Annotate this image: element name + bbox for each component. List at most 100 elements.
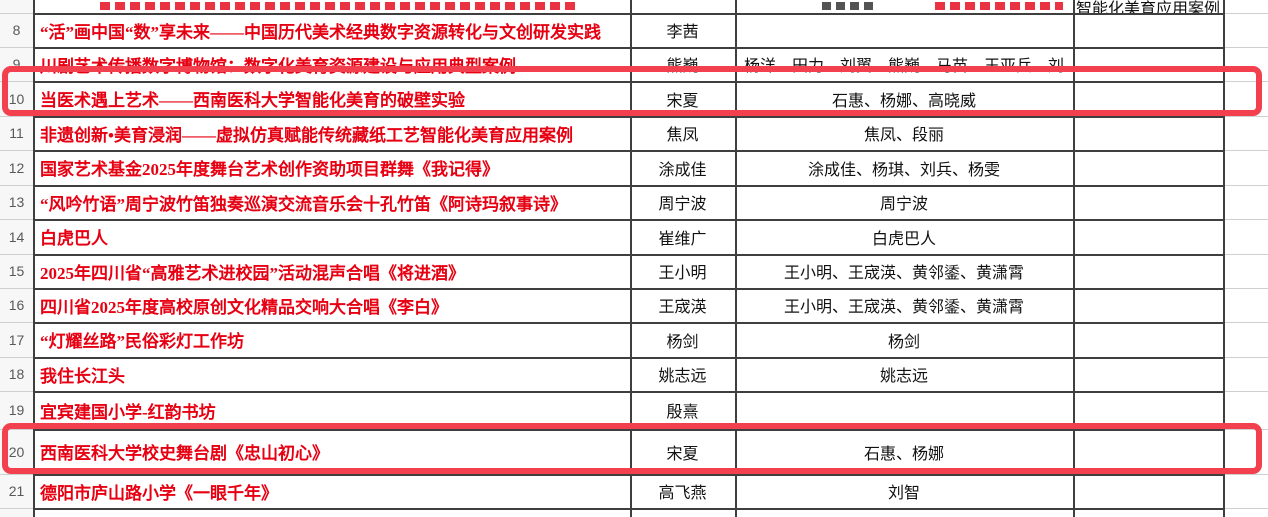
title-text: 非遗创新•美育浸润——虚拟仿真赋能传统藏纸工艺智能化美育应用案例: [40, 125, 573, 145]
grid-column-line: [735, 0, 737, 517]
lead-name-cell[interactable]: 熊巍: [630, 47, 735, 81]
row-header-divider: [0, 150, 33, 151]
table-row: 20 西南医科大学校史舞台剧《忠山初心》 宋夏 石惠、杨娜 艺术活动资源-剧目演…: [0, 429, 1268, 474]
category-cell[interactable]: 智能化美育应用案例: [1073, 0, 1223, 13]
grid-row-line: [33, 429, 1223, 431]
title-text: “灯耀丝路”民俗彩灯工作坊: [40, 332, 244, 351]
participants-text: 杨剑: [887, 333, 920, 351]
row-number[interactable]: 21: [0, 474, 33, 508]
lead-name-cell[interactable]: 崔维广: [630, 219, 735, 254]
row-number[interactable]: 12: [0, 150, 33, 185]
participants-cell[interactable]: 杨洋、田力、刘翼、熊巍、马苗、王亚兵、刘: [735, 47, 1073, 81]
participants-cell[interactable]: [735, 391, 1073, 429]
title-cell[interactable]: “活”画中国“数”享未来——中国历代美术经典数字资源转化与文创研发实践: [33, 13, 630, 47]
title-cell[interactable]: 当医术遇上艺术——西南医科大学智能化美育的破壁实验: [33, 81, 630, 116]
title-cell[interactable]: 白虎巴人: [33, 219, 630, 254]
participants-cell[interactable]: 焦凤、段丽: [735, 116, 1073, 150]
lead-name-text: 王小明: [658, 265, 707, 282]
row-number-label: 16: [8, 297, 25, 313]
participants-cell[interactable]: [735, 13, 1073, 47]
lead-name-cell[interactable]: 杨剑: [630, 322, 735, 357]
table-row-partial-top[interactable]: 智能化美育应用案例: [0, 0, 1268, 13]
title-cell[interactable]: 非遗创新•美育浸润——虚拟仿真赋能传统藏纸工艺智能化美育应用案例: [33, 116, 630, 150]
row-number[interactable]: 9: [0, 47, 33, 81]
row-number[interactable]: 8: [0, 13, 33, 47]
participants-text: 石惠、杨娜: [863, 445, 944, 463]
row-number[interactable]: 19: [0, 391, 33, 429]
row-header-divider: [0, 185, 33, 186]
lead-name-cell[interactable]: 宋夏: [630, 81, 735, 116]
participants-cell[interactable]: 王小明、王宬渶、黄邻鋈、黄潇霄: [735, 288, 1073, 322]
lead-name-cell[interactable]: 王宬渶: [630, 288, 735, 322]
participants-cell[interactable]: 石惠、杨娜、高晓威: [735, 81, 1073, 116]
participants-cell[interactable]: 涂成佳、杨琪、刘兵、杨雯: [735, 150, 1073, 185]
gridline-right-strip: [1223, 508, 1268, 509]
grid-column-line: [1073, 0, 1075, 517]
title-text: 宜宾建国小学-红韵书坊: [40, 402, 216, 422]
row-number[interactable]: 20: [0, 429, 33, 474]
title-cell[interactable]: “灯耀丝路”民俗彩灯工作坊: [33, 322, 630, 357]
table-row: 13 “风吟竹语”周宁波竹笛独奏巡演交流音乐会十孔竹笛《阿诗玛叙事诗》 周宁波 …: [0, 185, 1268, 219]
row-header-divider: [0, 508, 33, 509]
gridline-right-strip: [1223, 429, 1268, 430]
row-header-divider: [0, 47, 33, 48]
row-number[interactable]: 18: [0, 357, 33, 391]
participants-cell[interactable]: 杨剑: [735, 322, 1073, 357]
lead-name-cell[interactable]: 姚志远: [630, 357, 735, 391]
row-header-divider: [0, 13, 33, 14]
title-cell[interactable]: “风吟竹语”周宁波竹笛独奏巡演交流音乐会十孔竹笛《阿诗玛叙事诗》: [33, 185, 630, 219]
title-cell[interactable]: 宜宾建国小学-红韵书坊: [33, 391, 630, 429]
title-cell[interactable]: 德阳市庐山路小学《一眼千年》: [33, 474, 630, 508]
title-cell[interactable]: 四川省2025年度高校原创文化精品交响大合唱《李白》: [33, 288, 630, 322]
title-text: 西南医科大学校史舞台剧《忠山初心》: [40, 444, 329, 463]
title-cell[interactable]: 国家艺术基金2025年度舞台艺术创作资助项目群舞《我记得》: [33, 150, 630, 185]
table-row: 12 国家艺术基金2025年度舞台艺术创作资助项目群舞《我记得》 涂成佳 涂成佳…: [0, 150, 1268, 185]
grid-column-line: [33, 0, 35, 517]
grid-row-line: [33, 474, 1223, 476]
lead-name-cell[interactable]: 涂成佳: [630, 150, 735, 185]
row-number-label: 15: [8, 263, 25, 279]
lead-name-cell[interactable]: 殷熹: [630, 391, 735, 429]
lead-name-cell[interactable]: 李茜: [630, 13, 735, 47]
title-cell[interactable]: 我住长江头: [33, 357, 630, 391]
lead-name-cell[interactable]: 高飞燕: [630, 474, 735, 508]
table-row: 14 白虎巴人 崔维广 白虎巴人 艺术活动资源-成果展示活动: [0, 219, 1268, 254]
row-number[interactable]: 16: [0, 288, 33, 322]
gridline-right-strip: [1223, 47, 1268, 48]
row-number[interactable]: 13: [0, 185, 33, 219]
row-number[interactable]: 15: [0, 254, 33, 288]
participants-cell[interactable]: 石惠、杨娜: [735, 429, 1073, 474]
row-number[interactable]: 10: [0, 81, 33, 116]
title-text: 当医术遇上艺术——西南医科大学智能化美育的破壁实验: [40, 91, 465, 110]
participants-cell[interactable]: 白虎巴人: [735, 219, 1073, 254]
lead-name-cell[interactable]: 宋夏: [630, 429, 735, 474]
grid-column-line: [1223, 0, 1225, 517]
participants-cell[interactable]: 周宁波: [735, 185, 1073, 219]
row-number-label: 20: [8, 443, 25, 460]
grid-row-line: [33, 13, 1223, 15]
participants-cell[interactable]: 刘智: [735, 474, 1073, 508]
lead-name-cell[interactable]: 王小明: [630, 254, 735, 288]
lead-name-text: 高飞燕: [658, 485, 707, 502]
participants-cell[interactable]: 姚志远: [735, 357, 1073, 391]
grid-row-line: [33, 219, 1223, 221]
lead-name-text: 王宬渶: [658, 299, 707, 316]
category-text: 智能化美育应用案例: [1075, 1, 1221, 18]
row-number[interactable]: 14: [0, 219, 33, 254]
row-header-divider: [0, 429, 33, 430]
row-header-divider: [0, 391, 33, 392]
title-cell[interactable]: 川剧艺术传播数字博物馆：数字化美育资源建设与应用典型案例: [33, 47, 630, 81]
row-number[interactable]: 11: [0, 116, 33, 150]
participants-cell[interactable]: 王小明、王宬渶、黄邻鋈、黄潇霄: [735, 254, 1073, 288]
title-cell[interactable]: 2025年四川省“高雅艺术进校园”活动混声合唱《将进酒》: [33, 254, 630, 288]
title-cell[interactable]: 西南医科大学校史舞台剧《忠山初心》: [33, 429, 630, 474]
row-number-label: 13: [8, 194, 25, 210]
lead-name-cell[interactable]: 焦凤: [630, 116, 735, 150]
lead-name-text: 李茜: [666, 24, 699, 41]
lead-name-cell[interactable]: 周宁波: [630, 185, 735, 219]
grid-row-line: [33, 185, 1223, 187]
lead-name-text: 涂成佳: [658, 161, 707, 179]
participants-text: 王小明、王宬渶、黄邻鋈、黄潇霄: [783, 265, 1024, 282]
row-number[interactable]: 17: [0, 322, 33, 357]
